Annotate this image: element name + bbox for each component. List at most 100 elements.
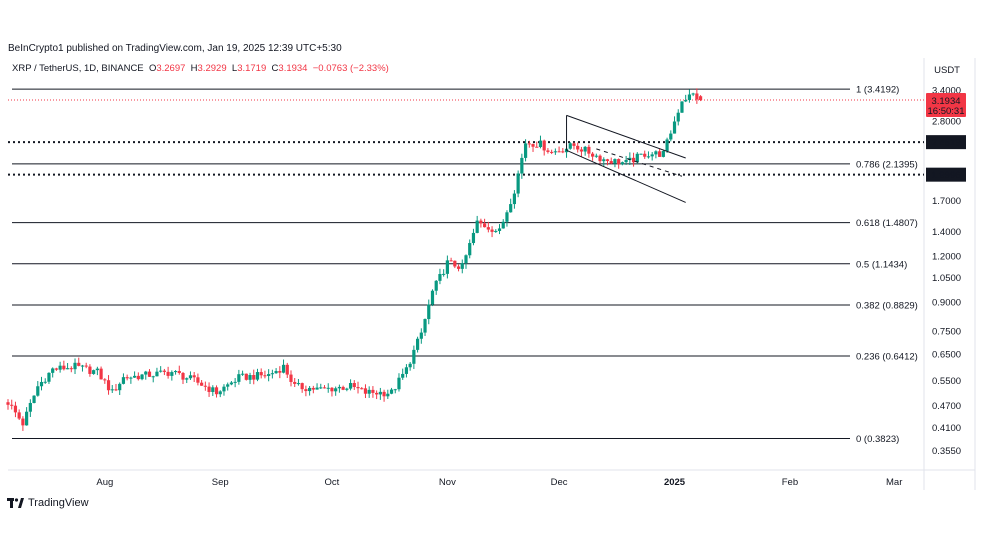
fib-level-label: 0 (0.3823) [856, 434, 899, 445]
symbol-legend: XRP / TetherUS, 1D, BINANCE O3.2697 H3.2… [12, 63, 389, 74]
candle-body [147, 371, 152, 377]
candle-body [73, 362, 77, 370]
candle-body [419, 332, 423, 339]
candle-body [341, 386, 345, 390]
candle-body [460, 263, 464, 269]
candle-body [553, 151, 557, 153]
y-tick-label: 1.0500 [932, 273, 961, 284]
candle-body [449, 260, 453, 262]
countdown-text: 16:50:31 [928, 106, 965, 117]
candle-body [293, 381, 297, 384]
candle-body [54, 368, 59, 370]
candle-body [170, 372, 174, 376]
x-tick-label: 2025 [664, 477, 686, 488]
candle-body [620, 162, 624, 165]
candle-body [65, 368, 70, 370]
candle-body [576, 145, 580, 150]
candle-body [542, 140, 546, 151]
candle-body [13, 405, 18, 413]
candle-body [196, 377, 200, 383]
candle-body [523, 143, 528, 158]
candle-body [47, 372, 51, 382]
candle-body [669, 133, 673, 140]
candle-body [200, 382, 204, 386]
candle-body [494, 230, 498, 232]
candle-body [319, 387, 323, 389]
candle-body [144, 371, 148, 375]
tradingview-logo-icon [7, 498, 24, 508]
candle-body [356, 387, 360, 389]
candle-body [6, 402, 10, 405]
candle-body [360, 388, 364, 390]
candle-body [296, 383, 301, 385]
candle-body [95, 368, 99, 371]
candle-body [643, 153, 647, 157]
candle-body [423, 319, 427, 333]
candle-body [501, 221, 505, 229]
candle-body [676, 112, 680, 122]
candle-body [118, 383, 122, 391]
candle-body [591, 153, 595, 157]
candle-body [103, 379, 107, 381]
candle-body [367, 389, 371, 394]
candle-body [672, 121, 677, 134]
candle-body [386, 393, 390, 397]
candle-body [166, 371, 170, 376]
candle-body [412, 349, 416, 364]
candle-body [598, 155, 602, 162]
tradingview-brand: TradingView [7, 497, 89, 509]
candle-body [304, 389, 308, 392]
candle-body [520, 157, 524, 174]
high-value: 3.2929 [197, 63, 227, 74]
candle-body [650, 154, 654, 157]
candle-body [382, 391, 386, 397]
candle-body [371, 389, 375, 393]
candle-body [512, 193, 517, 205]
candle-body [263, 375, 267, 377]
candle-body [214, 387, 219, 395]
candle-body [322, 387, 327, 389]
candle-body [680, 101, 684, 113]
candle-body [136, 375, 140, 380]
x-tick-label: Sep [212, 477, 229, 488]
y-tick-label: 2.8000 [932, 116, 961, 127]
candle-body [684, 100, 688, 102]
candle-body [635, 153, 639, 163]
channel-mid-dashed-line [596, 148, 683, 177]
candle-body [248, 375, 252, 380]
fib-level-label: 0.786 (2.1395) [856, 159, 918, 170]
candle-body [244, 373, 248, 380]
candle-body [535, 146, 539, 148]
candle-body [427, 304, 431, 320]
candle-body [531, 144, 535, 147]
candle-body [110, 389, 114, 391]
price-label-text: 2.4519 [931, 138, 960, 149]
x-tick-label: Feb [782, 477, 798, 488]
candle-body [404, 367, 409, 374]
candle-body [300, 383, 304, 390]
y-tick-label: 0.3550 [932, 446, 961, 457]
channel-lower-line [566, 149, 686, 203]
candle-body [375, 392, 379, 395]
candle-body [505, 212, 509, 222]
price-label-text: 1.9996 [931, 170, 960, 181]
candle-body [434, 280, 438, 291]
candle-body [475, 220, 479, 233]
low-value: 3.1719 [237, 63, 267, 74]
candle-body [658, 151, 662, 157]
candle-body [203, 385, 207, 387]
candle-body [538, 140, 543, 148]
candle-body [628, 157, 632, 160]
candle-body [39, 381, 44, 387]
candle-body [114, 389, 118, 391]
candle-body [561, 151, 565, 153]
candle-body [401, 373, 405, 378]
candle-body [691, 93, 695, 95]
brand-name: TradingView [28, 497, 89, 509]
y-tick-label: 3.4000 [932, 85, 961, 96]
current-price-text: 3.1934 [931, 96, 960, 107]
candle-body [80, 365, 85, 367]
fib-level-label: 0.618 (1.4807) [856, 218, 918, 229]
candle-body [308, 387, 312, 392]
